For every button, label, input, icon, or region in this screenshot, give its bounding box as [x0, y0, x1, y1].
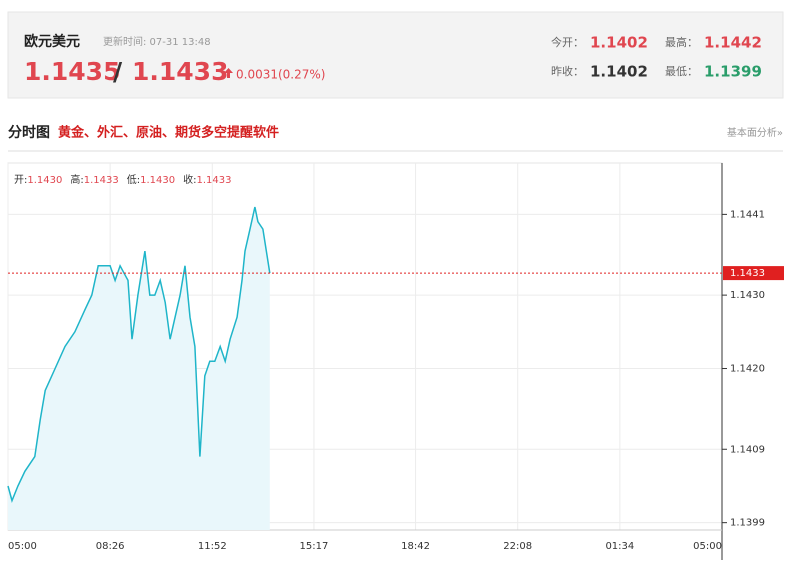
ohlc-value: 1.1433: [197, 175, 232, 186]
symbol-name: 欧元美元: [24, 33, 80, 50]
stat-value: 1.1402: [590, 63, 648, 81]
quote-panel: [7, 11, 784, 99]
price-bid: 1.1435: [24, 57, 120, 86]
ohlc-label: 低:: [127, 173, 140, 186]
price-ask: 1.1433: [132, 57, 228, 86]
section-title: 分时图: [8, 124, 50, 141]
stat-label: 最低：: [665, 65, 698, 78]
up-arrow: [224, 68, 233, 78]
update-time: 更新时间: 07-31 13:48: [103, 35, 211, 48]
y-tick-label: 1.1409: [730, 444, 765, 455]
price-change: 0.0031(0.27%): [236, 68, 325, 82]
price-line: [7, 206, 271, 503]
x-tick-label: 05:00: [693, 541, 722, 552]
x-tick-label: 22:08: [503, 541, 532, 552]
ohlc-value: 1.1433: [84, 175, 119, 186]
price-separator: /: [113, 57, 123, 86]
promo-link[interactable]: 黄金、外汇、原油、期货多空提醒软件: [58, 125, 279, 141]
current-price-tag: [723, 266, 784, 281]
current-price-label: 1.1433: [730, 268, 765, 279]
stat-label: 最高：: [665, 35, 698, 49]
x-tick-label: 15:17: [300, 541, 329, 552]
area: [8, 207, 270, 530]
analysis-link[interactable]: 基本面分析»: [727, 126, 783, 139]
x-tick-label: 11:52: [198, 541, 227, 552]
x-tick-label: 18:42: [401, 541, 430, 552]
x-tick-label: 01:34: [605, 541, 634, 552]
y-tick-label: 1.1430: [730, 290, 765, 301]
ohlc-label: 开:: [14, 175, 27, 186]
stat-label: 今开：: [551, 35, 584, 49]
y-tick-label: 1.1420: [730, 364, 765, 375]
ohlc-label: 收:: [183, 173, 196, 186]
stat-label: 昨收：: [551, 64, 584, 78]
stat-value: 1.1402: [590, 34, 648, 52]
stat-value: 1.1442: [704, 34, 762, 52]
ohlc-value: 1.1430: [140, 175, 175, 186]
y-tick-label: 1.1441: [730, 209, 765, 220]
chart: 05:00 08:26 11:52 15:17 18:42 22:08 01:34 05:00…: [7, 162, 784, 560]
ohlc-label: 高:: [70, 173, 83, 186]
x-tick-label: 05:00: [8, 541, 37, 552]
y-tick-label: 1.1399: [730, 518, 765, 529]
ohlc-value: 1.1430: [27, 175, 62, 186]
x-tick-label: 08:26: [96, 541, 125, 552]
stat-value: 1.1399: [704, 63, 762, 81]
